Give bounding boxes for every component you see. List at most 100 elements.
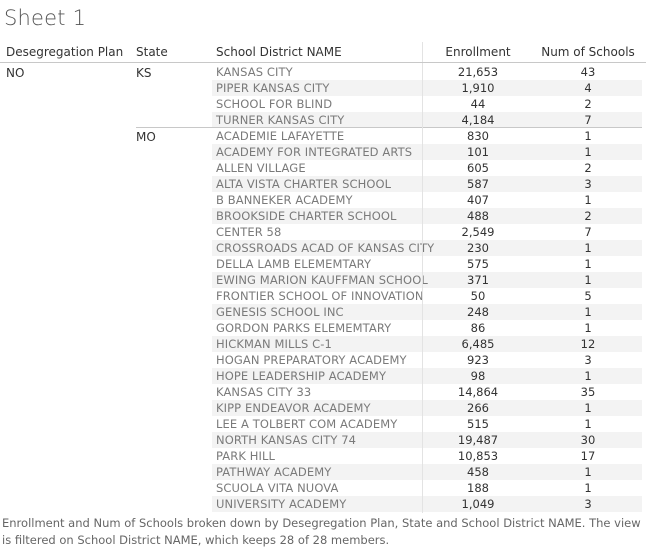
- enrollment-cell[interactable]: 10,853: [457, 449, 499, 463]
- district-name-cell[interactable]: NORTH KANSAS CITY 74: [216, 433, 357, 447]
- enrollment-cell[interactable]: 1,049: [461, 497, 495, 511]
- num-of-schools-cell[interactable]: 17: [580, 449, 596, 463]
- district-name-cell[interactable]: PIPER KANSAS CITY: [216, 81, 330, 95]
- enrollment-cell[interactable]: 1,910: [461, 81, 495, 95]
- district-name-cell[interactable]: ACADEMIE LAFAYETTE: [216, 129, 345, 143]
- num-of-schools-cell[interactable]: 7: [584, 225, 592, 239]
- district-name-cell[interactable]: PARK HILL: [216, 449, 276, 463]
- enrollment-cell[interactable]: 188: [467, 481, 489, 495]
- desegregation-plan-value[interactable]: NO: [6, 66, 25, 80]
- district-name-cell[interactable]: HOGAN PREPARATORY ACADEMY: [216, 353, 407, 367]
- table-row[interactable]: TURNER KANSAS CITY 4,184 7: [212, 112, 642, 128]
- table-row[interactable]: LEE A TOLBERT COM ACADEMY 515 1: [212, 416, 642, 432]
- num-of-schools-cell[interactable]: 1: [584, 465, 592, 479]
- district-name-cell[interactable]: B BANNEKER ACADEMY: [216, 193, 353, 207]
- header-enrollment[interactable]: Enrollment: [445, 45, 511, 59]
- enrollment-cell[interactable]: 98: [470, 369, 486, 383]
- num-of-schools-cell[interactable]: 3: [584, 353, 592, 367]
- district-name-cell[interactable]: PATHWAY ACADEMY: [216, 465, 332, 479]
- table-row[interactable]: ACADEMIE LAFAYETTE 830 1: [212, 128, 642, 144]
- table-row[interactable]: GORDON PARKS ELEMEMTARY 86 1: [212, 320, 642, 336]
- num-of-schools-cell[interactable]: 1: [584, 257, 592, 271]
- num-of-schools-cell[interactable]: 1: [584, 305, 592, 319]
- district-name-cell[interactable]: FRONTIER SCHOOL OF INNOVATION: [216, 289, 424, 303]
- enrollment-cell[interactable]: 14,864: [457, 385, 499, 399]
- enrollment-cell[interactable]: 407: [467, 193, 489, 207]
- enrollment-cell[interactable]: 371: [467, 273, 489, 287]
- num-of-schools-cell[interactable]: 1: [584, 369, 592, 383]
- table-row[interactable]: BROOKSIDE CHARTER SCHOOL 488 2: [212, 208, 642, 224]
- table-row[interactable]: PARK HILL 10,853 17: [212, 448, 642, 464]
- enrollment-cell[interactable]: 101: [467, 145, 489, 159]
- table-row[interactable]: CENTER 58 2,549 7: [212, 224, 642, 240]
- header-desegregation-plan[interactable]: Desegregation Plan: [6, 45, 124, 59]
- district-name-cell[interactable]: EWING MARION KAUFFMAN SCHOOL: [216, 273, 428, 287]
- enrollment-cell[interactable]: 515: [467, 417, 489, 431]
- table-row[interactable]: PIPER KANSAS CITY 1,910 4: [212, 80, 642, 96]
- district-name-cell[interactable]: GENESIS SCHOOL INC: [216, 305, 344, 319]
- num-of-schools-cell[interactable]: 7: [584, 113, 592, 127]
- table-row[interactable]: DELLA LAMB ELEMEMTARY 575 1: [212, 256, 642, 272]
- district-name-cell[interactable]: TURNER KANSAS CITY: [216, 113, 345, 127]
- enrollment-cell[interactable]: 587: [467, 177, 489, 191]
- enrollment-cell[interactable]: 458: [467, 465, 489, 479]
- header-school-district-name[interactable]: School District NAME: [216, 45, 342, 59]
- enrollment-cell[interactable]: 44: [470, 97, 486, 111]
- table-row[interactable]: KANSAS CITY 33 14,864 35: [212, 384, 642, 400]
- num-of-schools-cell[interactable]: 12: [580, 337, 596, 351]
- num-of-schools-cell[interactable]: 1: [584, 401, 592, 415]
- num-of-schools-cell[interactable]: 2: [584, 209, 592, 223]
- district-name-cell[interactable]: KANSAS CITY 33: [216, 385, 312, 399]
- enrollment-cell[interactable]: 575: [467, 257, 489, 271]
- table-row[interactable]: NORTH KANSAS CITY 74 19,487 30: [212, 432, 642, 448]
- num-of-schools-cell[interactable]: 1: [584, 129, 592, 143]
- num-of-schools-cell[interactable]: 1: [584, 321, 592, 335]
- enrollment-cell[interactable]: 6,485: [461, 337, 495, 351]
- table-row[interactable]: PATHWAY ACADEMY 458 1: [212, 464, 642, 480]
- table-row[interactable]: HICKMAN MILLS C-1 6,485 12: [212, 336, 642, 352]
- district-name-cell[interactable]: UNIVERSITY ACADEMY: [216, 497, 347, 511]
- district-name-cell[interactable]: LEE A TOLBERT COM ACADEMY: [216, 417, 398, 431]
- enrollment-cell[interactable]: 248: [467, 305, 489, 319]
- table-row[interactable]: KIPP ENDEAVOR ACADEMY 266 1: [212, 400, 642, 416]
- num-of-schools-cell[interactable]: 1: [584, 273, 592, 287]
- table-row[interactable]: UNIVERSITY ACADEMY 1,049 3: [212, 496, 642, 512]
- enrollment-cell[interactable]: 86: [470, 321, 486, 335]
- enrollment-cell[interactable]: 4,184: [461, 113, 495, 127]
- district-name-cell[interactable]: KIPP ENDEAVOR ACADEMY: [216, 401, 371, 415]
- enrollment-cell[interactable]: 488: [467, 209, 489, 223]
- table-row[interactable]: EWING MARION KAUFFMAN SCHOOL 371 1: [212, 272, 642, 288]
- num-of-schools-cell[interactable]: 1: [584, 481, 592, 495]
- state-value[interactable]: MO: [136, 130, 156, 144]
- district-name-cell[interactable]: SCHOOL FOR BLIND: [216, 97, 333, 111]
- table-row[interactable]: B BANNEKER ACADEMY 407 1: [212, 192, 642, 208]
- header-state[interactable]: State: [136, 45, 168, 59]
- table-row[interactable]: SCUOLA VITA NUOVA 188 1: [212, 480, 642, 496]
- num-of-schools-cell[interactable]: 30: [580, 433, 596, 447]
- enrollment-cell[interactable]: 19,487: [457, 433, 499, 447]
- table-row[interactable]: ALLEN VILLAGE 605 2: [212, 160, 642, 176]
- enrollment-cell[interactable]: 2,549: [461, 225, 495, 239]
- enrollment-cell[interactable]: 266: [467, 401, 489, 415]
- district-name-cell[interactable]: GORDON PARKS ELEMEMTARY: [216, 321, 392, 335]
- num-of-schools-cell[interactable]: 2: [584, 97, 592, 111]
- table-row[interactable]: CROSSROADS ACAD OF KANSAS CITY 230 1: [212, 240, 642, 256]
- district-name-cell[interactable]: ACADEMY FOR INTEGRATED ARTS: [216, 145, 413, 159]
- num-of-schools-cell[interactable]: 1: [584, 193, 592, 207]
- table-row[interactable]: SCHOOL FOR BLIND 44 2: [212, 96, 642, 112]
- district-name-cell[interactable]: ALTA VISTA CHARTER SCHOOL: [216, 177, 392, 191]
- num-of-schools-cell[interactable]: 3: [584, 497, 592, 511]
- enrollment-cell[interactable]: 605: [467, 161, 489, 175]
- enrollment-cell[interactable]: 830: [467, 129, 489, 143]
- num-of-schools-cell[interactable]: 2: [584, 161, 592, 175]
- enrollment-cell[interactable]: 230: [467, 241, 489, 255]
- enrollment-cell[interactable]: 50: [470, 289, 486, 303]
- district-name-cell[interactable]: HOPE LEADERSHIP ACADEMY: [216, 369, 387, 383]
- district-name-cell[interactable]: KANSAS CITY: [216, 65, 293, 79]
- table-row[interactable]: HOGAN PREPARATORY ACADEMY 923 3: [212, 352, 642, 368]
- num-of-schools-cell[interactable]: 1: [584, 145, 592, 159]
- district-name-cell[interactable]: CROSSROADS ACAD OF KANSAS CITY: [216, 241, 435, 255]
- num-of-schools-cell[interactable]: 1: [584, 241, 592, 255]
- enrollment-cell[interactable]: 21,653: [457, 65, 499, 79]
- table-row[interactable]: ALTA VISTA CHARTER SCHOOL 587 3: [212, 176, 642, 192]
